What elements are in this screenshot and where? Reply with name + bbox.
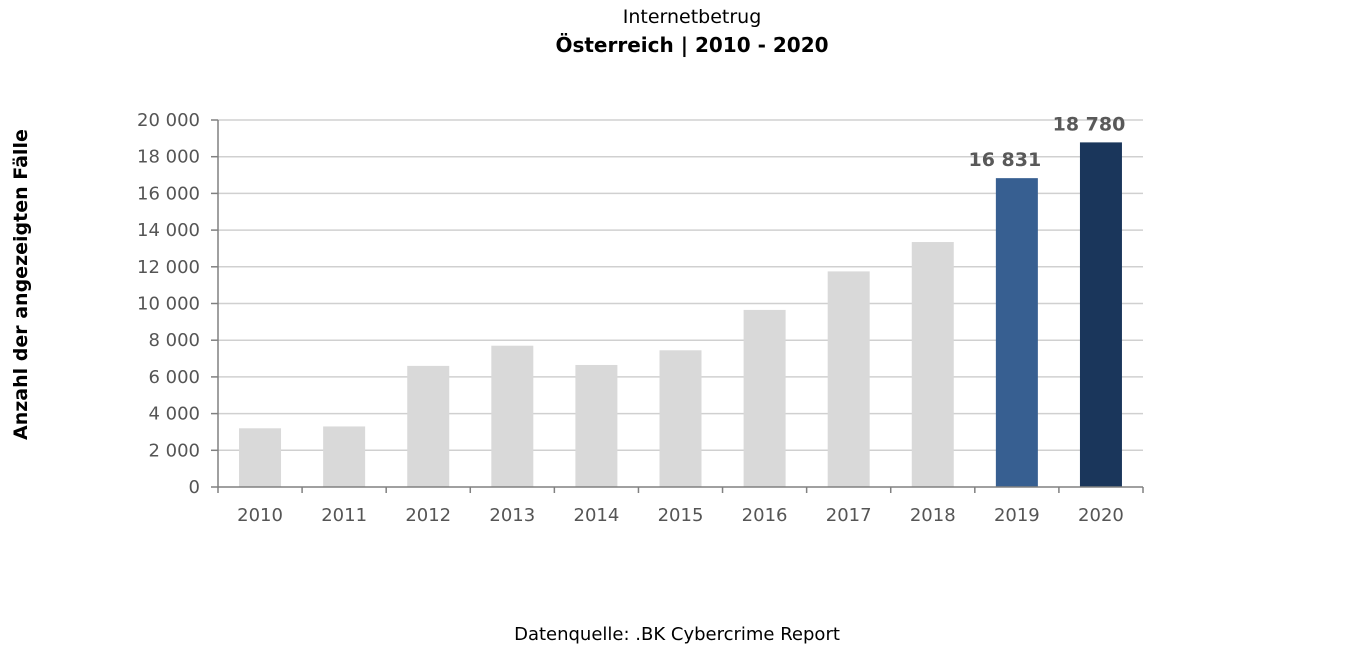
source-note: Datenquelle: .BK Cybercrime Report <box>514 624 840 645</box>
bar-2014 <box>575 364 618 487</box>
bar-2016 <box>743 309 786 487</box>
bar-2011 <box>323 426 366 487</box>
x-tick-label: 2017 <box>826 505 872 526</box>
y-tick-label: 2 000 <box>148 440 200 461</box>
y-tick-label: 6 000 <box>148 367 200 388</box>
x-tick-label: 2014 <box>574 505 620 526</box>
y-tick-label: 16 000 <box>137 183 200 204</box>
y-tick-label: 20 000 <box>137 110 200 131</box>
chart-title: Internetbetrug <box>622 6 762 28</box>
y-tick-label: 10 000 <box>137 294 200 315</box>
x-tick-label: 2013 <box>489 505 535 526</box>
bar-2015 <box>659 350 702 487</box>
y-tick-label: 0 <box>189 477 200 498</box>
y-tick-label: 18 000 <box>137 147 200 168</box>
bar-2017 <box>827 271 870 487</box>
x-tick-label: 2016 <box>742 505 788 526</box>
bar-2013 <box>491 345 534 487</box>
x-tick-label: 2018 <box>910 505 956 526</box>
bar-2010 <box>239 428 282 487</box>
bar-2020 <box>1079 142 1122 487</box>
y-tick-label: 12 000 <box>137 257 200 278</box>
bar-2012 <box>407 365 450 487</box>
y-tick-label: 8 000 <box>148 330 200 351</box>
x-tick-label: 2019 <box>994 505 1040 526</box>
y-tick-label: 4 000 <box>148 404 200 425</box>
x-tick-label: 2020 <box>1078 505 1124 526</box>
bar-2018 <box>911 242 954 487</box>
x-tick-label: 2011 <box>321 505 367 526</box>
y-tick-label: 14 000 <box>137 220 200 241</box>
data-label-2019: 16 831 <box>969 149 1042 171</box>
bar-2019 <box>995 178 1038 487</box>
x-tick-label: 2012 <box>405 505 451 526</box>
data-label-2020: 18 780 <box>1053 113 1126 135</box>
chart-subtitle: Österreich | 2010 - 2020 <box>555 33 829 57</box>
x-tick-label: 2015 <box>658 505 704 526</box>
x-tick-label: 2010 <box>237 505 283 526</box>
